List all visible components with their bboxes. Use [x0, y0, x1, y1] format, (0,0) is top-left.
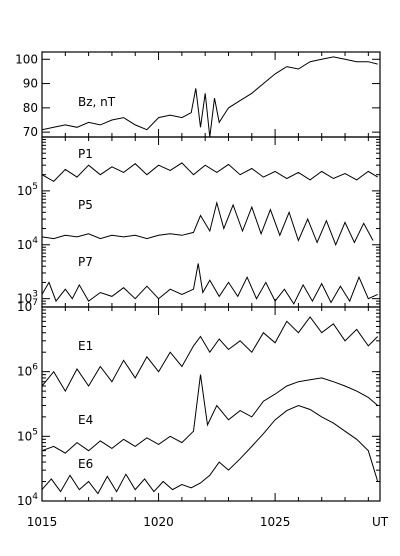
- x-tick-label: 1020: [143, 515, 174, 529]
- x-tick-label: 1025: [260, 515, 291, 529]
- y-tick-label: 107: [17, 298, 38, 314]
- y-tick-label: 105: [17, 427, 38, 443]
- series-lines: [41, 56, 379, 495]
- y-tick-label: 100: [15, 52, 38, 66]
- series-line-bz-nt: [41, 56, 378, 138]
- series-label-e1: E1: [78, 339, 93, 353]
- series-line-e1: [41, 316, 379, 393]
- y-tick-label: 70: [23, 125, 38, 139]
- x-tick-label: UT: [372, 515, 389, 529]
- series-label-p5: P5: [78, 198, 93, 212]
- series-line-p5: [41, 200, 374, 247]
- series-label-bz: Bz, nT: [78, 95, 116, 109]
- y-tick-label: 80: [23, 101, 38, 115]
- series-label-p1: P1: [78, 147, 93, 161]
- series-label-e4: E4: [78, 413, 93, 427]
- y-tick-label: 106: [17, 363, 38, 379]
- y-tick-label: 103: [17, 290, 38, 306]
- x-tick-label: 1015: [27, 515, 58, 529]
- series-line-p1: [41, 162, 378, 183]
- series-line-p7: [41, 263, 378, 305]
- axis-ticks: [41, 52, 380, 502]
- series-line-e6: [41, 404, 379, 495]
- y-tick-label: 104: [17, 492, 38, 508]
- series-line-e4: [41, 374, 379, 454]
- series-label-e6: E6: [78, 457, 93, 471]
- y-tick-label: 90: [23, 77, 38, 91]
- y-tick-labels: 70 80 90 100 103 104 105 104 105 106 107: [15, 52, 38, 508]
- bottom-panel-frame: [41, 306, 381, 502]
- y-tick-label: 104: [17, 236, 38, 252]
- x-tick-labels: 1015 1020 1025 UT: [27, 515, 389, 529]
- y-tick-label: 105: [17, 182, 38, 198]
- series-label-p7: P7: [78, 255, 93, 269]
